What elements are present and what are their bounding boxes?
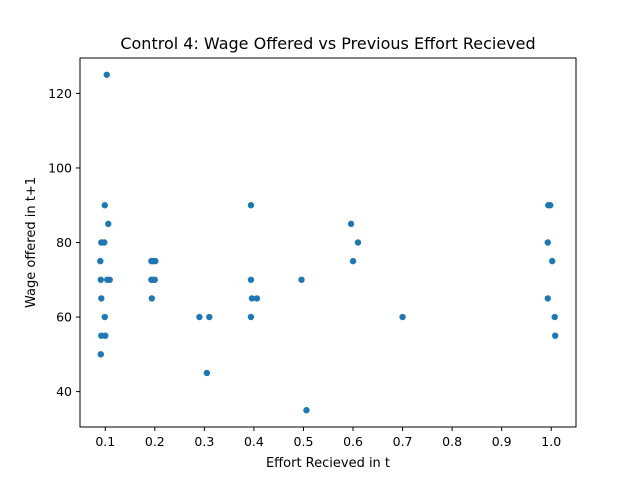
data-point <box>247 276 255 283</box>
x-axis-label: Effort Recieved in t <box>266 456 390 471</box>
x-tick-label: 0.1 <box>95 434 115 449</box>
x-tick-label: 0.4 <box>244 434 264 449</box>
data-point <box>101 239 108 246</box>
data-point <box>206 313 213 321</box>
data-point <box>549 257 556 265</box>
y-tick-label: 60 <box>56 310 72 325</box>
x-axis: 0.1 0.2 0.3 0.4 0.5 0.6 0.7 0.8 0.9 1.0 <box>95 427 561 449</box>
data-point <box>148 295 156 302</box>
y-axis: 40 60 80 100 120 <box>48 86 80 399</box>
data-point <box>106 276 113 283</box>
data-point <box>298 276 305 283</box>
data-point <box>102 332 109 339</box>
x-tick-label: 0.2 <box>145 434 165 449</box>
y-tick-label: 100 <box>48 160 72 175</box>
data-point <box>97 351 105 358</box>
data-point <box>544 295 551 302</box>
data-point <box>247 313 255 321</box>
data-point <box>152 257 159 265</box>
y-tick-label: 80 <box>56 235 72 250</box>
points-layer <box>97 71 559 414</box>
data-point <box>97 257 104 265</box>
x-tick-label: 0.5 <box>294 434 314 449</box>
x-tick-label: 0.6 <box>343 434 363 449</box>
data-point <box>101 202 108 209</box>
data-point <box>248 295 256 302</box>
data-point <box>399 313 406 321</box>
x-tick-label: 0.7 <box>393 434 413 449</box>
data-point <box>253 295 261 302</box>
x-tick-label: 0.3 <box>194 434 214 449</box>
data-point <box>101 313 108 321</box>
data-point <box>551 332 559 339</box>
x-tick-label: 0.9 <box>492 434 512 449</box>
data-point <box>551 313 558 321</box>
data-point <box>247 202 255 209</box>
plot-frame <box>79 57 577 428</box>
data-point <box>347 220 355 228</box>
data-point <box>544 239 551 246</box>
data-point <box>354 239 362 246</box>
y-tick-label: 120 <box>48 86 72 101</box>
chart-title: Control 4: Wage Offered vs Previous Effo… <box>120 34 535 53</box>
data-point <box>97 276 105 283</box>
data-point <box>203 369 211 377</box>
data-point <box>105 220 112 228</box>
data-point <box>103 71 110 78</box>
data-point <box>151 276 159 283</box>
x-tick-label: 1.0 <box>541 434 561 449</box>
data-point <box>349 257 357 265</box>
x-tick-label: 0.8 <box>442 434 462 449</box>
data-point <box>98 295 105 302</box>
y-axis-label: Wage offered in t+1 <box>24 177 39 308</box>
data-point <box>547 202 554 209</box>
data-point <box>303 407 310 414</box>
data-point <box>196 313 203 321</box>
y-tick-label: 40 <box>56 384 72 399</box>
